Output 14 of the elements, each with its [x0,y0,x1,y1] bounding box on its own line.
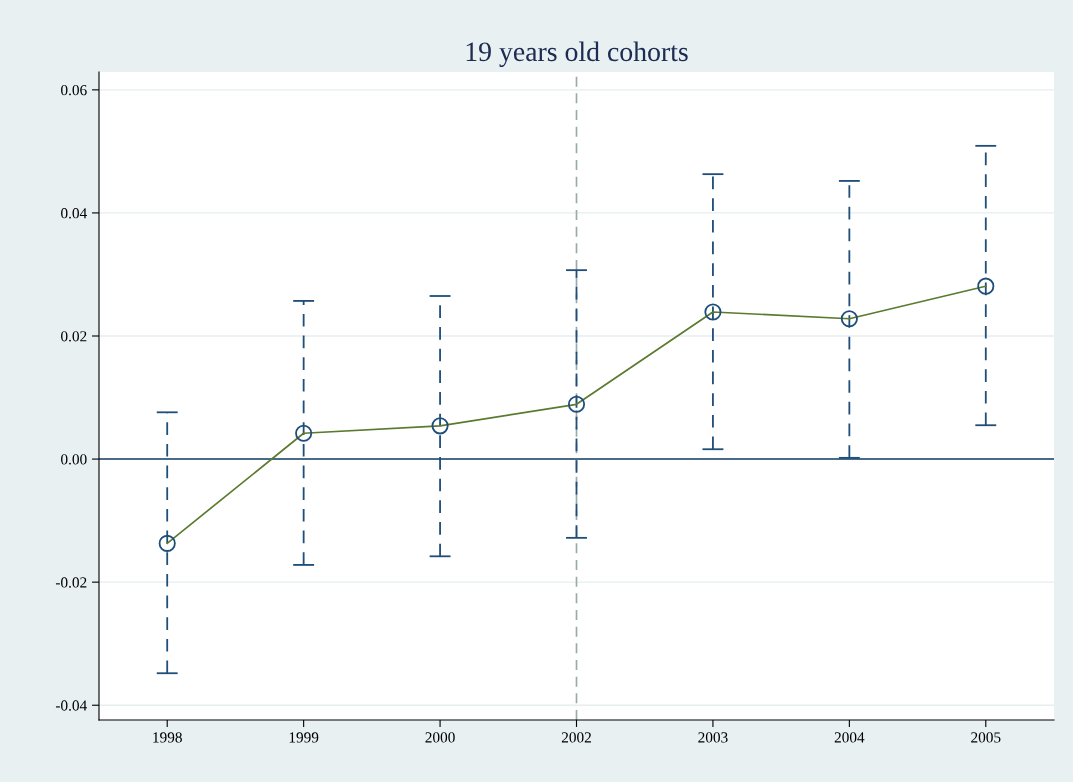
y-tick-label: 0.02 [61,331,87,342]
y-tick-label: -0.02 [55,577,87,588]
y-tick-label: -0.04 [55,700,87,711]
x-tick-label: 2002 [561,732,591,743]
x-tick-label: 2003 [698,732,728,743]
x-tick-label: 2000 [425,732,455,743]
x-tick-label: 1999 [289,732,319,743]
y-tick-label: 0.00 [61,454,87,465]
y-tick-label: 0.06 [61,84,87,96]
x-tick-label: 2004 [834,732,865,743]
chart-title: 19 years old cohorts [466,41,688,67]
x-tick-label: 1998 [153,732,182,743]
y-tick-label: 0.04 [61,208,87,219]
x-tick-label: 2005 [971,732,1001,743]
